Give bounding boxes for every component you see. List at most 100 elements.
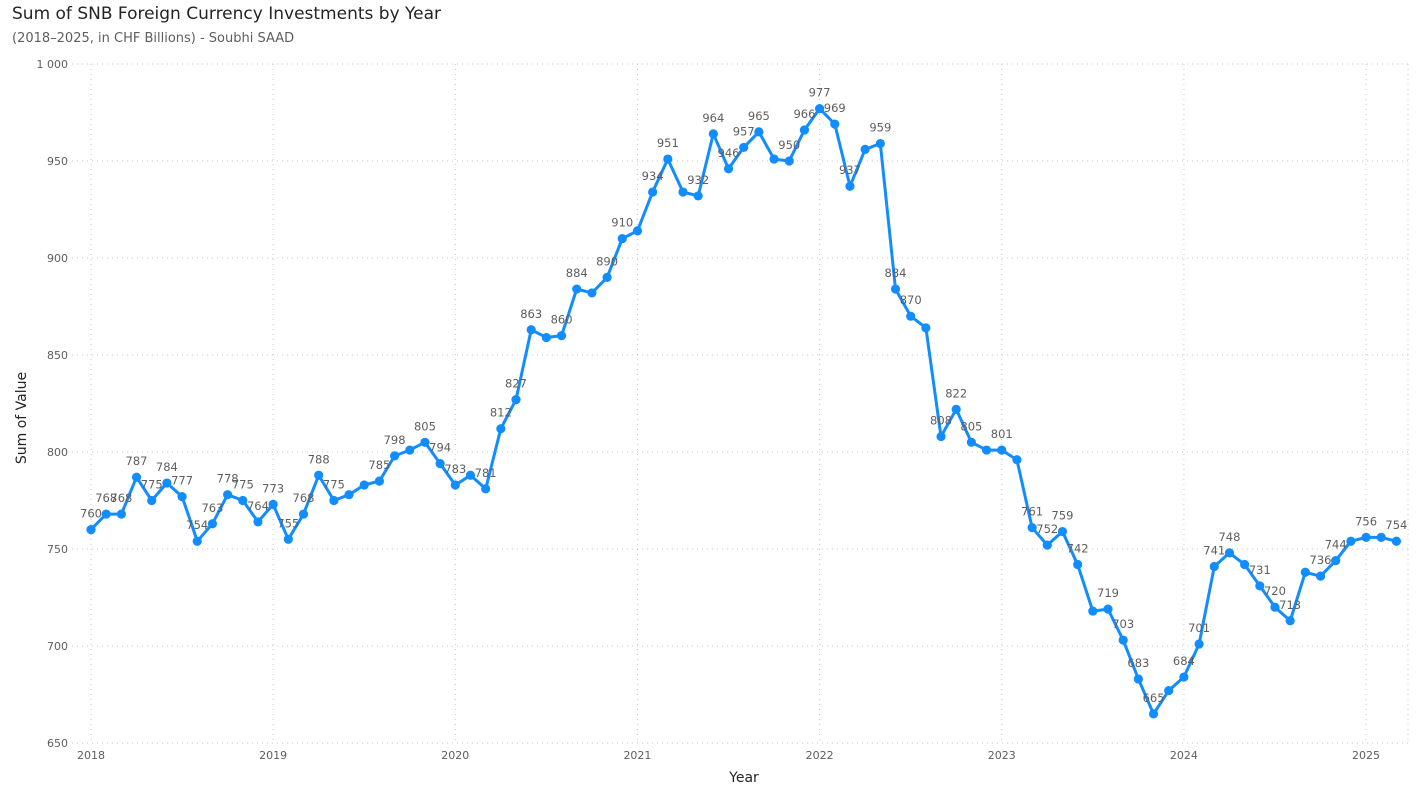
data-label: 764	[247, 499, 269, 513]
data-point	[298, 509, 309, 519]
data-point	[450, 480, 460, 490]
x-tick-label: 2022	[806, 749, 834, 762]
data-point	[1376, 532, 1386, 542]
data-label: 959	[869, 121, 891, 135]
x-tick-label: 2023	[988, 749, 1016, 762]
data-point	[1027, 523, 1037, 533]
y-tick-label: 800	[47, 446, 68, 459]
data-label: 775	[232, 478, 254, 492]
data-point	[147, 495, 157, 506]
data-point	[602, 272, 612, 282]
data-point	[405, 445, 415, 455]
x-tick-label: 2025	[1352, 749, 1380, 762]
data-label: 794	[429, 441, 451, 455]
data-label: 683	[1127, 656, 1149, 670]
data-label: 748	[1218, 530, 1240, 544]
x-tick-label: 2018	[77, 749, 105, 762]
data-label: 946	[718, 146, 740, 160]
data-label: 713	[1279, 598, 1301, 612]
data-label: 788	[308, 452, 330, 466]
data-point	[678, 187, 688, 197]
data-label: 752	[1036, 522, 1058, 536]
data-label: 951	[657, 136, 679, 150]
data-point	[359, 480, 369, 490]
data-point	[162, 478, 172, 488]
y-tick-label: 650	[47, 737, 68, 750]
y-tick-label: 700	[47, 640, 68, 653]
data-label: 860	[551, 313, 573, 327]
data-label: 787	[126, 454, 148, 468]
data-label: 760	[80, 507, 102, 521]
y-axis-title: Sum of Value	[14, 372, 30, 464]
data-point	[1270, 602, 1280, 612]
data-point	[101, 509, 111, 519]
data-label: 934	[642, 169, 664, 183]
data-label: 808	[930, 413, 952, 427]
data-point	[739, 142, 749, 153]
data-label: 736	[1310, 553, 1332, 567]
data-point	[1361, 532, 1371, 542]
data-label: 822	[945, 386, 967, 400]
data-point	[1179, 672, 1189, 682]
data-label: 778	[217, 472, 239, 486]
data-point	[329, 495, 339, 506]
data-label: 775	[323, 478, 345, 492]
data-point	[1300, 567, 1310, 577]
data-point	[572, 284, 582, 294]
data-point	[541, 332, 551, 343]
data-point	[754, 127, 764, 137]
data-point	[648, 187, 658, 197]
data-label: 755	[277, 516, 299, 530]
data-point	[481, 484, 491, 494]
data-point	[86, 525, 96, 535]
data-point	[1255, 581, 1265, 591]
data-point	[1148, 709, 1159, 719]
data-label: 863	[520, 307, 542, 321]
data-label: 703	[1112, 617, 1134, 631]
data-point	[1194, 639, 1204, 649]
x-tick-label: 2020	[441, 749, 469, 762]
x-axis-title: Year	[728, 770, 759, 786]
data-point	[1224, 548, 1235, 558]
data-label: 801	[991, 427, 1013, 441]
x-axis-ticks: 2018 2019 2020 2021 2022 2023 2024 2025	[77, 749, 1380, 762]
data-label: 768	[110, 491, 132, 505]
data-point	[389, 451, 400, 461]
data-point	[1240, 559, 1250, 570]
data-point	[116, 509, 126, 519]
data-point	[815, 104, 825, 114]
data-label: 827	[505, 377, 527, 391]
data-label: 719	[1097, 586, 1119, 600]
data-label: 775	[141, 478, 163, 492]
data-point	[511, 395, 521, 405]
data-label: 966	[793, 107, 815, 121]
data-point	[177, 492, 187, 502]
data-label: 684	[1173, 654, 1195, 668]
data-label: 731	[1249, 563, 1271, 577]
data-point	[1118, 635, 1128, 645]
data-point	[830, 119, 840, 129]
data-label: 950	[778, 138, 800, 152]
data-point	[1012, 455, 1022, 465]
data-point	[496, 424, 506, 434]
data-point	[966, 437, 976, 447]
data-label: 763	[201, 501, 223, 515]
y-tick-label: 850	[47, 349, 68, 362]
data-point	[1285, 616, 1295, 626]
data-label: 805	[960, 419, 982, 433]
data-point	[344, 490, 354, 500]
data-point	[845, 181, 855, 191]
data-point	[860, 144, 870, 154]
data-point	[465, 470, 476, 480]
data-point	[617, 234, 627, 244]
data-label: 785	[368, 458, 390, 472]
x-tick-label: 2024	[1170, 749, 1198, 762]
data-label: 773	[262, 481, 284, 495]
gridlines	[72, 63, 1409, 744]
data-point	[1073, 559, 1083, 570]
data-point	[1088, 606, 1098, 616]
y-axis-ticks: 650 700 750 800 850 900 950 1 000	[37, 58, 69, 750]
data-point	[921, 323, 931, 333]
data-point	[1209, 561, 1219, 572]
